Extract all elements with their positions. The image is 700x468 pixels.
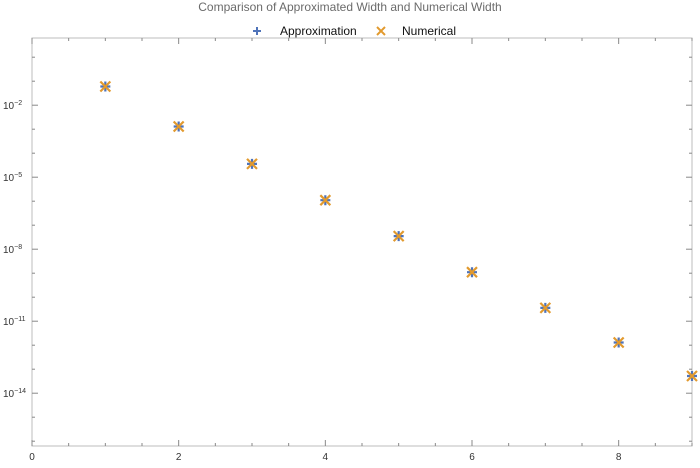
data-points [99,80,698,382]
numerical-point [686,370,698,382]
numerical-point [466,266,478,278]
plot-border [31,37,693,447]
numerical-point [392,230,405,242]
legend: Approximation Numerical [253,24,456,38]
numerical-point [99,80,112,93]
numerical-point [246,158,258,170]
legend-numerical-marker [376,26,386,36]
x-tick-label: 4 [323,452,329,463]
x-tick-label: 6 [469,452,475,463]
numerical-point [319,194,332,206]
numerical-point [172,120,185,133]
axis-ticks [31,38,693,446]
numerical-point [612,336,625,349]
y-tick-label: 10−14 [3,388,26,400]
chart-title: Comparison of Approximated Width and Num… [198,0,502,14]
x-tick-label: 0 [29,452,35,463]
numerical-point [539,302,552,314]
y-tick-label: 10−8 [3,244,22,256]
y-tick-label: 10−2 [3,100,22,112]
x-tick-label: 8 [616,452,622,463]
tick-labels: 0 2 4 6 8 10−2 10−5 10−8 10−11 10−14 [3,100,622,463]
legend-label: Numerical [402,24,456,38]
plot-frame [31,37,693,447]
x-tick-label: 2 [176,452,182,463]
legend-label: Approximation [280,24,357,38]
y-tick-label: 10−5 [3,172,22,184]
legend-approximation-marker [253,27,261,35]
y-tick-label: 10−11 [3,316,26,328]
